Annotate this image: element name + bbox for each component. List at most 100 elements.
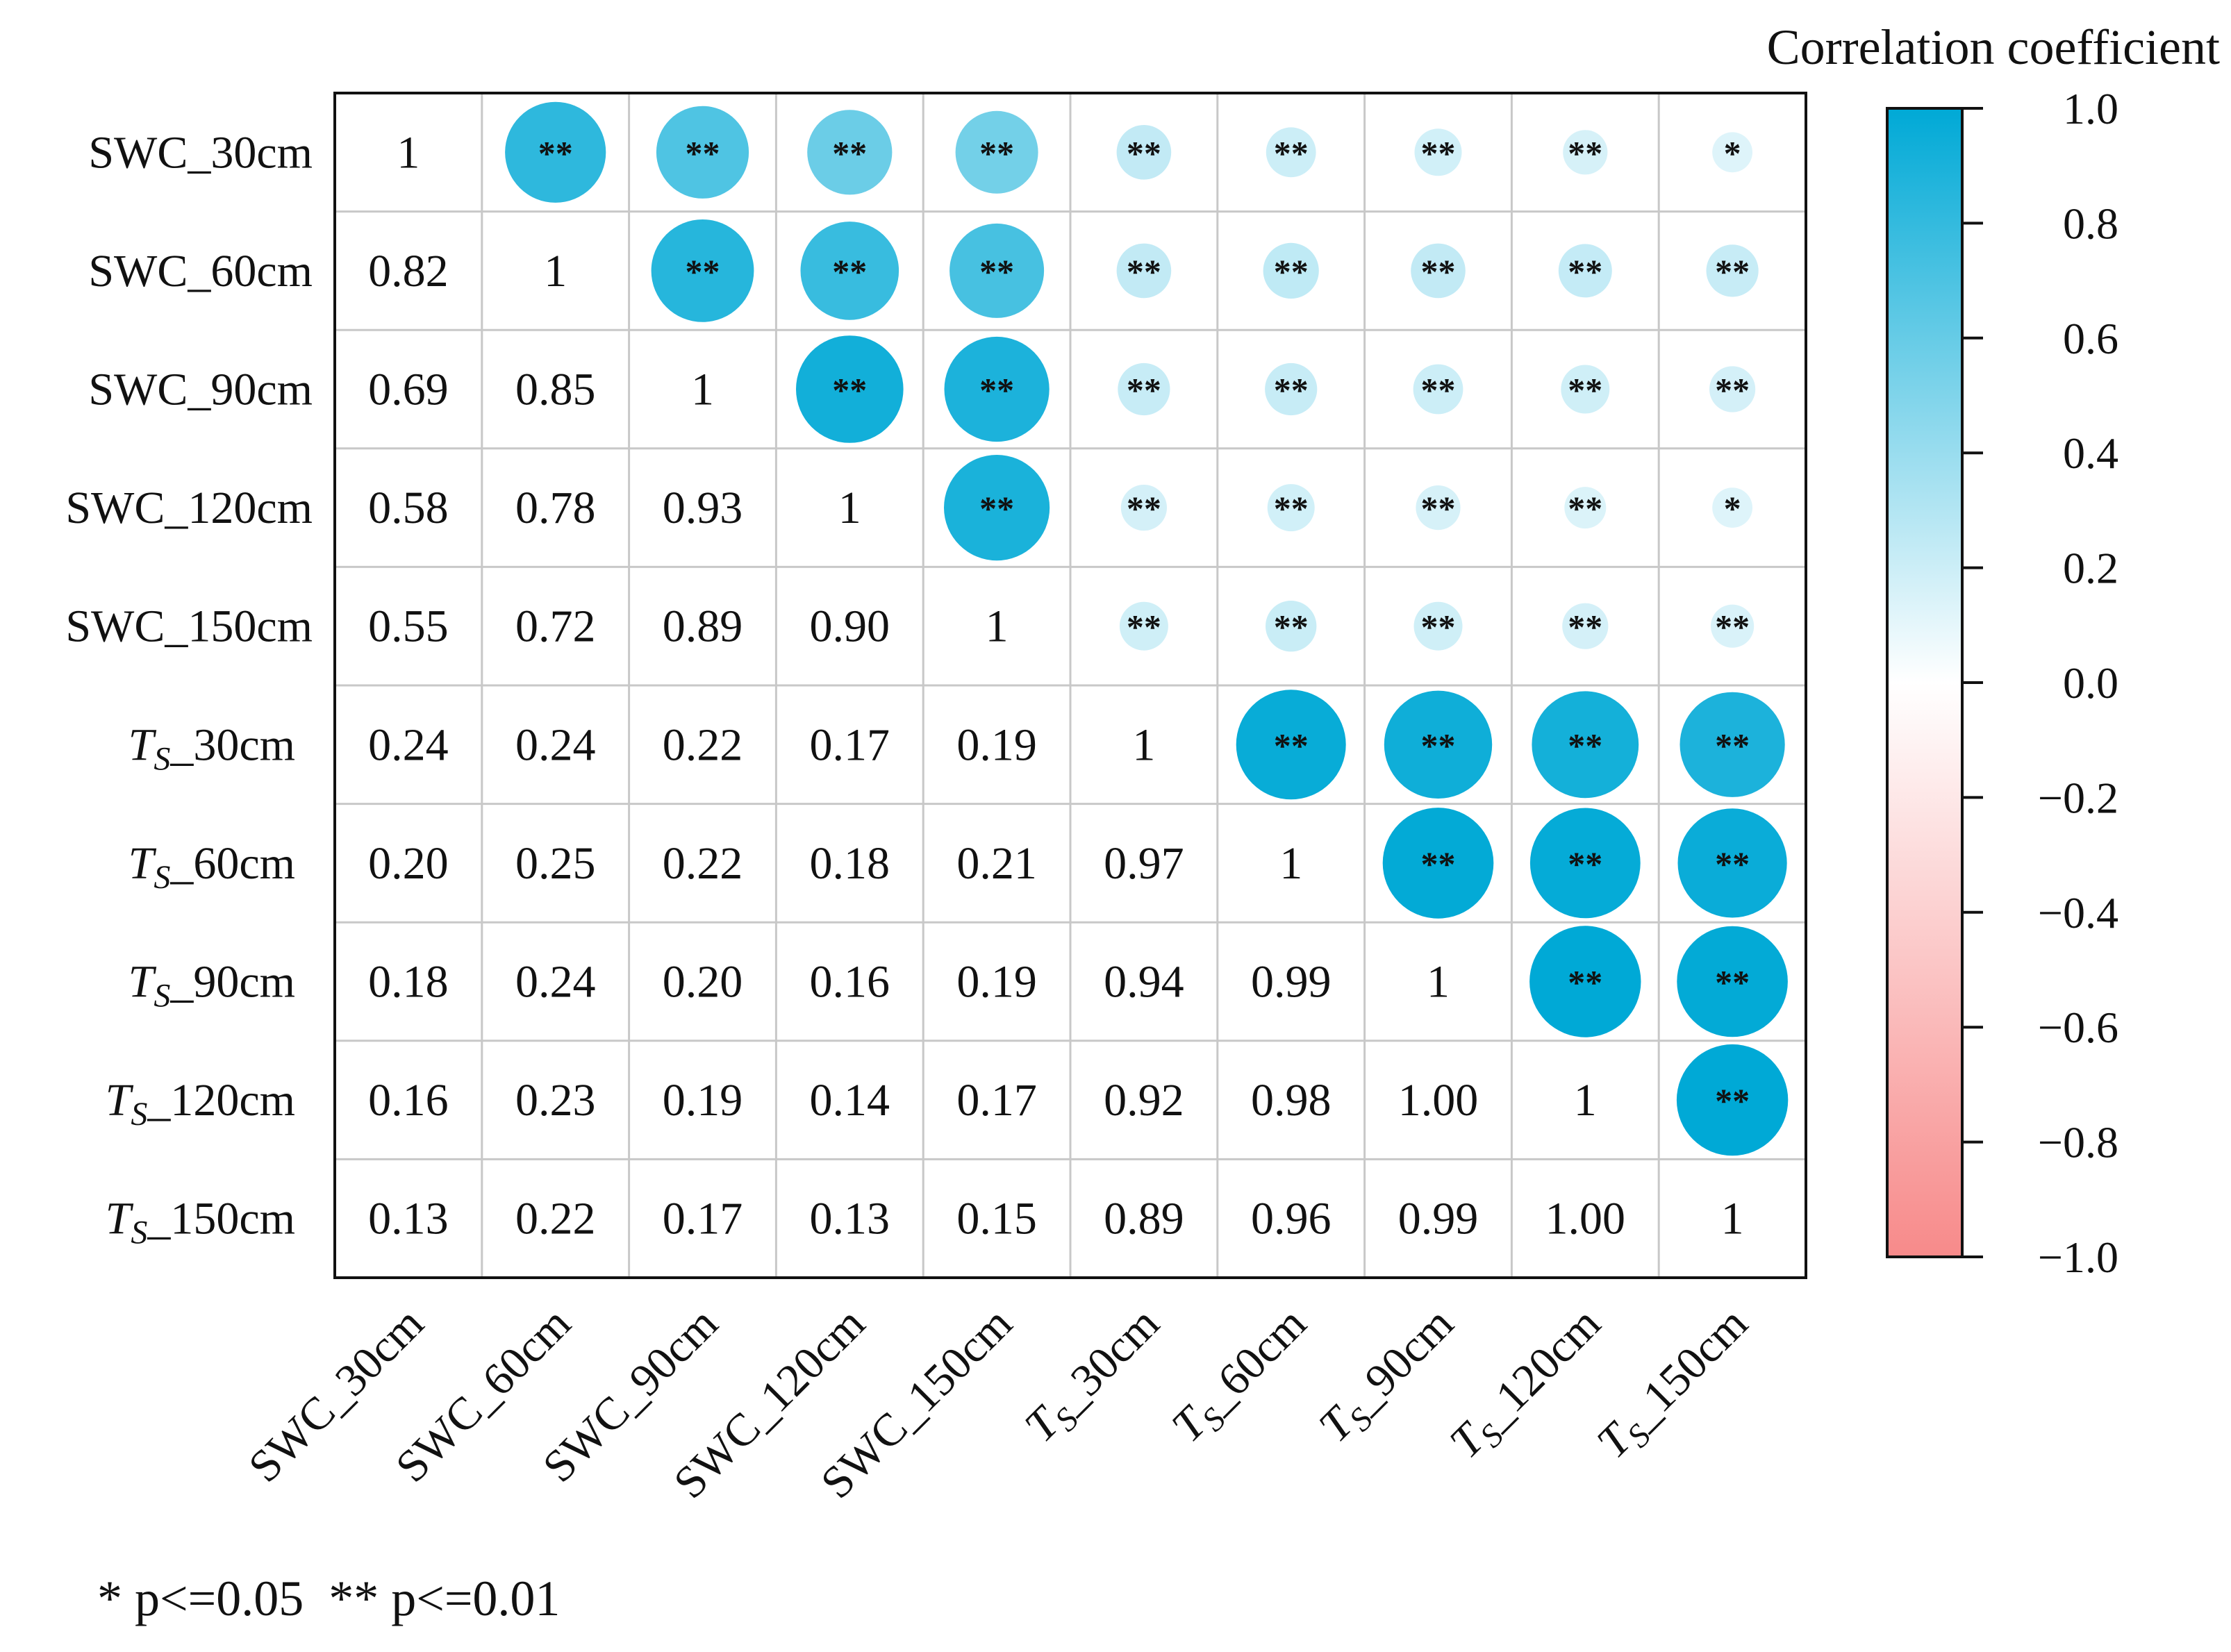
correlation-circle bbox=[1712, 487, 1753, 528]
correlation-circle bbox=[1265, 362, 1318, 416]
correlation-circle bbox=[1532, 691, 1639, 799]
row-label-swc-120cm: SWC_120cm bbox=[65, 483, 313, 533]
correlation-circle bbox=[1236, 690, 1346, 800]
significance-mark: ** bbox=[1127, 371, 1161, 410]
correlation-circle bbox=[1266, 127, 1316, 178]
correlation-circle bbox=[1382, 808, 1494, 919]
significance-mark: ** bbox=[1715, 726, 1750, 765]
correlation-value: 0.18 bbox=[368, 957, 449, 1008]
significance-mark: ** bbox=[1715, 608, 1750, 646]
correlation-circle bbox=[1677, 926, 1788, 1037]
colorbar-tick-label: −0.6 bbox=[2038, 1003, 2118, 1052]
significance-mark: ** bbox=[1274, 726, 1309, 765]
significance-mark: ** bbox=[1421, 371, 1456, 410]
row-label-ts-30cm: TS_30cm bbox=[128, 719, 295, 777]
correlation-circle bbox=[505, 101, 606, 203]
correlation-circle bbox=[796, 335, 904, 443]
significance-mark: ** bbox=[1274, 371, 1309, 410]
correlation-value: 0.13 bbox=[810, 1194, 890, 1244]
correlation-circle bbox=[944, 455, 1050, 561]
correlation-circle bbox=[1562, 603, 1609, 649]
correlation-value: 0.55 bbox=[368, 601, 449, 652]
significance-mark: ** bbox=[1715, 1081, 1750, 1120]
correlation-value: 0.99 bbox=[1398, 1194, 1479, 1244]
significance-mark: ** bbox=[1274, 608, 1309, 646]
significance-mark: ** bbox=[1568, 371, 1602, 410]
correlation-value: 1 bbox=[1427, 957, 1450, 1008]
row-label-swc-150cm: SWC_150cm bbox=[65, 601, 313, 652]
column-label-ts-30cm: TS_30cm bbox=[1015, 1298, 1174, 1457]
correlation-value: 0.16 bbox=[810, 957, 890, 1008]
significance-mark: ** bbox=[1127, 489, 1161, 528]
correlation-value: 0.98 bbox=[1251, 1075, 1332, 1126]
significance-mark: ** bbox=[1568, 608, 1602, 646]
correlation-value: 0.85 bbox=[515, 365, 596, 415]
colorbar-tick-label: 1.0 bbox=[2063, 84, 2118, 133]
significance-mark: ** bbox=[1421, 726, 1456, 765]
significance-mark: ** bbox=[1274, 133, 1309, 172]
correlation-value: 0.17 bbox=[810, 719, 890, 770]
correlation-value: 0.58 bbox=[368, 483, 449, 533]
correlation-value: 0.23 bbox=[515, 1075, 596, 1126]
correlation-circle bbox=[1529, 808, 1641, 919]
correlation-value: 0.82 bbox=[368, 246, 449, 297]
correlation-circle bbox=[1263, 242, 1319, 299]
matrix-frame bbox=[333, 92, 1807, 1279]
significance-mark: ** bbox=[1274, 489, 1309, 528]
significance-mark: ** bbox=[979, 252, 1014, 291]
significance-mark: ** bbox=[538, 133, 573, 172]
correlation-value: 1.00 bbox=[1398, 1075, 1479, 1126]
significance-mark: ** bbox=[832, 133, 867, 172]
correlation-value: 1 bbox=[1132, 719, 1155, 770]
correlation-circle bbox=[1413, 601, 1463, 651]
correlation-circle bbox=[1561, 365, 1610, 414]
significance-mark: ** bbox=[1715, 963, 1750, 1002]
significance-mark: ** bbox=[979, 489, 1014, 528]
correlation-circle bbox=[1119, 601, 1168, 651]
correlation-value: 0.20 bbox=[368, 838, 449, 889]
colorbar-tick-label: 0.6 bbox=[2063, 314, 2118, 363]
correlation-value: 0.22 bbox=[515, 1194, 596, 1244]
row-label-ts-90cm: TS_90cm bbox=[128, 957, 295, 1015]
correlation-value: 0.18 bbox=[810, 838, 890, 889]
correlation-circle bbox=[1677, 808, 1787, 918]
correlation-circle bbox=[1414, 128, 1462, 176]
correlation-circle bbox=[949, 223, 1045, 318]
row-label-ts-60cm: TS_60cm bbox=[128, 838, 295, 896]
correlation-value: 0.22 bbox=[663, 838, 743, 889]
correlation-value: 0.89 bbox=[663, 601, 743, 652]
correlation-value: 0.25 bbox=[515, 838, 596, 889]
significance-mark: ** bbox=[1127, 133, 1161, 172]
significance-footnote: * p<=0.05 ** p<=0.01 bbox=[97, 1571, 560, 1626]
significance-mark: ** bbox=[1421, 844, 1456, 883]
correlation-circle bbox=[1116, 243, 1172, 299]
correlation-circle bbox=[651, 219, 754, 322]
correlation-value: 0.97 bbox=[1104, 838, 1184, 889]
colorbar-tick-label: −0.8 bbox=[2038, 1118, 2118, 1167]
correlation-value: 0.17 bbox=[956, 1075, 1037, 1126]
significance-mark: ** bbox=[979, 371, 1014, 410]
correlation-circle bbox=[1118, 362, 1170, 416]
row-label-swc-60cm: SWC_60cm bbox=[88, 246, 313, 297]
correlation-value: 0.90 bbox=[810, 601, 890, 652]
significance-mark: ** bbox=[979, 133, 1014, 172]
correlation-value: 0.24 bbox=[368, 719, 449, 770]
correlation-value: 0.16 bbox=[368, 1075, 449, 1126]
row-label-swc-90cm: SWC_90cm bbox=[88, 365, 313, 415]
row-label-ts-150cm: TS_150cm bbox=[106, 1194, 295, 1251]
correlation-value: 0.69 bbox=[368, 365, 449, 415]
matrix-cells: 1 ** ** ** ** ** ** ** ** *0.82 1 ** ** ** ** ** ** ** **0… bbox=[333, 92, 1807, 1279]
significance-mark: ** bbox=[686, 133, 720, 172]
correlation-value: 0.22 bbox=[663, 719, 743, 770]
correlation-value: 1 bbox=[986, 601, 1009, 652]
significance-mark: ** bbox=[1127, 608, 1161, 646]
colorbar-tick-label: −0.4 bbox=[2038, 888, 2118, 937]
correlation-value: 0.99 bbox=[1251, 957, 1332, 1008]
correlation-value: 1.00 bbox=[1545, 1194, 1626, 1244]
correlation-circle bbox=[1120, 485, 1167, 531]
correlation-circle bbox=[1384, 690, 1493, 799]
significance-mark: ** bbox=[1568, 489, 1602, 528]
significance-mark: * bbox=[1724, 133, 1741, 172]
correlation-circle bbox=[656, 106, 749, 199]
